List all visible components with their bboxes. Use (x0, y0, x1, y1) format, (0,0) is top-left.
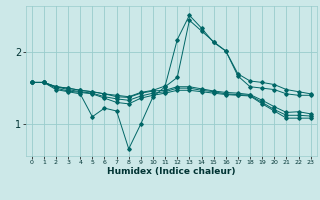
X-axis label: Humidex (Indice chaleur): Humidex (Indice chaleur) (107, 167, 236, 176)
